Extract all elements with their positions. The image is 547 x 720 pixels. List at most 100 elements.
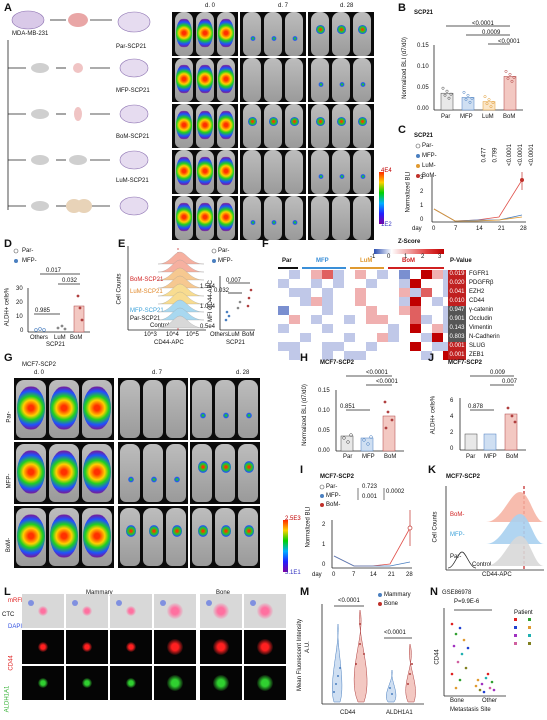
heatmap-cell <box>311 270 322 279</box>
heatmap-cell <box>344 297 355 306</box>
panel-n-legend-title: Patient <box>514 610 533 616</box>
panel-n-p: P=9.9E-6 <box>454 599 480 605</box>
heatmap-cell <box>355 351 366 360</box>
heatmap-cell <box>388 288 399 297</box>
bli-tile <box>172 12 238 56</box>
fluorescence-tile <box>154 666 196 700</box>
bli-tile <box>240 104 306 148</box>
heatmap-pvalue: 0.947 <box>448 306 466 315</box>
heatmap-cell <box>311 351 322 360</box>
panel-e-xtick-1: 10^4 <box>166 332 179 338</box>
panel-i-xlabel: day <box>312 572 322 578</box>
heatmap-cell <box>355 270 366 279</box>
panel-b-bar-0 <box>440 92 454 111</box>
panel-f-title: Z-Score <box>398 239 421 245</box>
panel-k-row-0: BoM- <box>450 512 465 518</box>
heatmap-cell <box>432 324 443 333</box>
heatmap-cell <box>377 288 388 297</box>
bli-tile <box>308 150 374 194</box>
panel-j: MCF7-SCP2 ALDH+ cells% 0.009 0.007 0.878… <box>428 350 547 462</box>
heatmap-cell <box>278 279 289 288</box>
heatmap-cell <box>377 315 388 324</box>
panel-k-row-1: MFP- <box>450 532 465 538</box>
panel-e-mfi-chart <box>211 248 255 331</box>
panel-j-p1: 0.009 <box>490 370 506 376</box>
heatmap-cell <box>355 288 366 297</box>
panel-n-point <box>474 684 478 688</box>
heatmap-cell <box>366 297 377 306</box>
panel-f-group-3: BoM <box>402 258 415 264</box>
heatmap-gene: SLUG <box>469 343 486 349</box>
panel-b-point <box>485 102 489 106</box>
heatmap-cell <box>311 279 322 288</box>
panel-i-title: MCF7-SCP2 <box>320 474 355 480</box>
heatmap-cell <box>432 333 443 342</box>
panel-b-point <box>483 95 487 99</box>
heatmap-cell <box>366 288 377 297</box>
heatmap-cell <box>421 351 432 360</box>
heatmap-cell <box>388 315 399 324</box>
heatmap-cell <box>278 306 289 315</box>
panel-n-point <box>480 682 484 686</box>
panel-b-title: SCP21 <box>414 10 434 16</box>
heatmap-cell <box>399 333 410 342</box>
panel-j-ytick-3: 6 <box>450 398 454 404</box>
cell-line-label: MDA-MB-231 <box>12 31 49 37</box>
panel-n-xlabel: Metastasis Site <box>450 707 491 713</box>
panel-n-point <box>490 680 494 684</box>
panel-f-group-1: MFP <box>316 258 329 264</box>
panel-d-cat-1: LuM <box>54 335 66 341</box>
heatmap-cell <box>366 306 377 315</box>
panel-n-point <box>482 690 486 694</box>
fluorescence-tile <box>244 666 286 700</box>
heatmap-cell <box>432 342 443 351</box>
heatmap-gene: N-Cadherin <box>469 334 500 340</box>
panel-e-row-3: Par-SCP21 <box>130 316 161 322</box>
heatmap-cell <box>344 306 355 315</box>
panel-label-h: H <box>300 352 308 364</box>
heatmap-cell <box>410 288 421 297</box>
panel-c-x-3: 21 <box>498 226 505 232</box>
panel-d: Par- MFP- ALDH+ cells% 0.017 0.032 0.985… <box>0 236 110 348</box>
colorbar-min: 1E2 <box>381 222 392 228</box>
panel-i-p0: 0.723 <box>362 484 378 490</box>
panel-f-scale-0: -1 <box>370 254 376 260</box>
heatmap-cell <box>344 315 355 324</box>
heatmap-row: 0.010 CD44 <box>448 297 484 306</box>
heatmap-cell <box>366 270 377 279</box>
heatmap-cell <box>399 270 410 279</box>
heatmap-cell <box>421 288 432 297</box>
panel-e-hist-6 <box>157 299 205 313</box>
panel-g-tile <box>14 506 114 568</box>
heatmap-cell <box>311 306 322 315</box>
panel-m-legend-0: Mammary <box>384 592 411 598</box>
heatmap-cell <box>421 306 432 315</box>
heatmap <box>278 270 454 360</box>
heatmap-cell <box>322 342 333 351</box>
panel-k: MCF7-SCP2 Cell Counts BoM- MFP- Par- Con… <box>428 462 547 580</box>
panel-f-pcol: P-Value <box>450 258 472 264</box>
panel-n-legend-swatch <box>528 642 531 645</box>
group-bar-bom <box>388 267 444 269</box>
heatmap-cell <box>311 288 322 297</box>
panel-c-x-0: 0 <box>432 226 436 232</box>
panel-n-point <box>454 686 458 690</box>
heatmap-cell <box>278 333 289 342</box>
heatmap-cell <box>278 351 289 360</box>
panel-h-title: MCF7-SCP2 <box>320 360 355 366</box>
panel-g: MCF7-SCP2 d. 0 d. 7 d. 28 Par- MFP- BoM-… <box>0 350 301 582</box>
heatmap-cell <box>289 333 300 342</box>
panel-b-point <box>443 93 447 97</box>
heatmap-cell <box>289 342 300 351</box>
heatmap-cell <box>399 297 410 306</box>
heatmap-gene: ZEB1 <box>469 352 485 358</box>
panel-g-tile <box>118 506 188 568</box>
panel-b-point <box>464 97 468 101</box>
heatmap-pvalue: 0.001 <box>448 351 466 360</box>
panel-b-point <box>441 86 445 90</box>
panel-e-p1: 0.007 <box>226 278 242 284</box>
panel-d-group: SCP21 <box>46 342 66 348</box>
panel-e-xtick-0: 10^3 <box>144 332 157 338</box>
panel-e-cat-1: LuM <box>228 332 240 338</box>
panel-n-cat-1: Other <box>482 698 498 704</box>
